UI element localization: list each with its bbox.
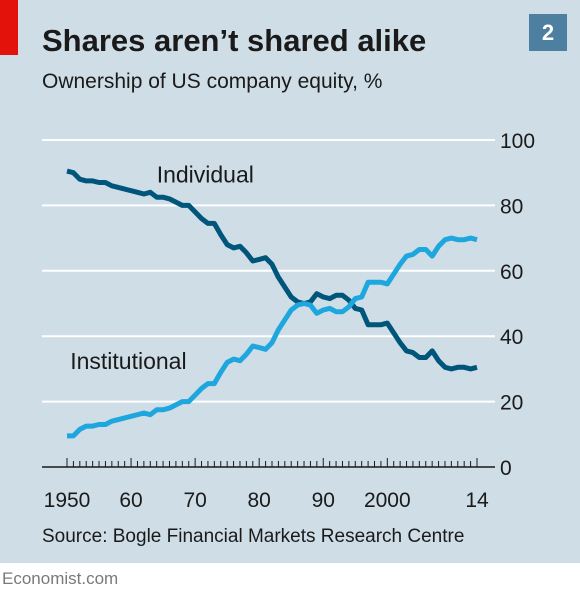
y-tick-label-80: 80 xyxy=(500,195,523,218)
x-tick-label-2000: 2000 xyxy=(364,489,411,512)
x-tick-label-1990: 90 xyxy=(312,489,335,512)
chart-panel xyxy=(0,0,580,563)
series-lines xyxy=(66,168,478,439)
brand-red-tag xyxy=(0,0,18,55)
x-tick-label-2014: 14 xyxy=(465,489,489,512)
line-chart: 0 20 40 60 80 100 1950 60 70 80 90 2000 14 Individu… xyxy=(42,130,535,512)
x-tick-label-1970: 70 xyxy=(183,489,206,512)
x-tick-label-1980: 80 xyxy=(248,489,271,512)
y-tick-label-60: 60 xyxy=(500,261,523,284)
x-tick-label-1960: 60 xyxy=(119,489,142,512)
y-tick-labels: 0 20 40 60 80 100 xyxy=(500,130,535,480)
series-annotations: Individual Institutional xyxy=(70,162,254,374)
x-axis xyxy=(42,458,495,468)
y-tick-label-100: 100 xyxy=(500,130,535,153)
y-tick-label-20: 20 xyxy=(500,392,523,415)
annotation-individual: Individual xyxy=(157,162,254,188)
y-tick-label-0: 0 xyxy=(500,457,512,480)
x-tick-label-1950: 1950 xyxy=(44,489,91,512)
chart-subtitle: Ownership of US company equity, % xyxy=(42,70,383,93)
source-note: Source: Bogle Financial Markets Research… xyxy=(42,526,465,547)
series-line-individual xyxy=(66,168,478,372)
grid-lines xyxy=(42,139,495,403)
annotation-institutional: Institutional xyxy=(70,348,186,374)
brand-label: Economist.com xyxy=(2,569,119,588)
y-tick-label-40: 40 xyxy=(500,326,523,349)
chart-title: Shares aren’t shared alike xyxy=(42,23,427,58)
chart-number-badge: 2 xyxy=(529,14,567,51)
x-tick-labels: 1950 60 70 80 90 2000 14 xyxy=(44,489,489,512)
series-line-institutional xyxy=(67,235,478,439)
